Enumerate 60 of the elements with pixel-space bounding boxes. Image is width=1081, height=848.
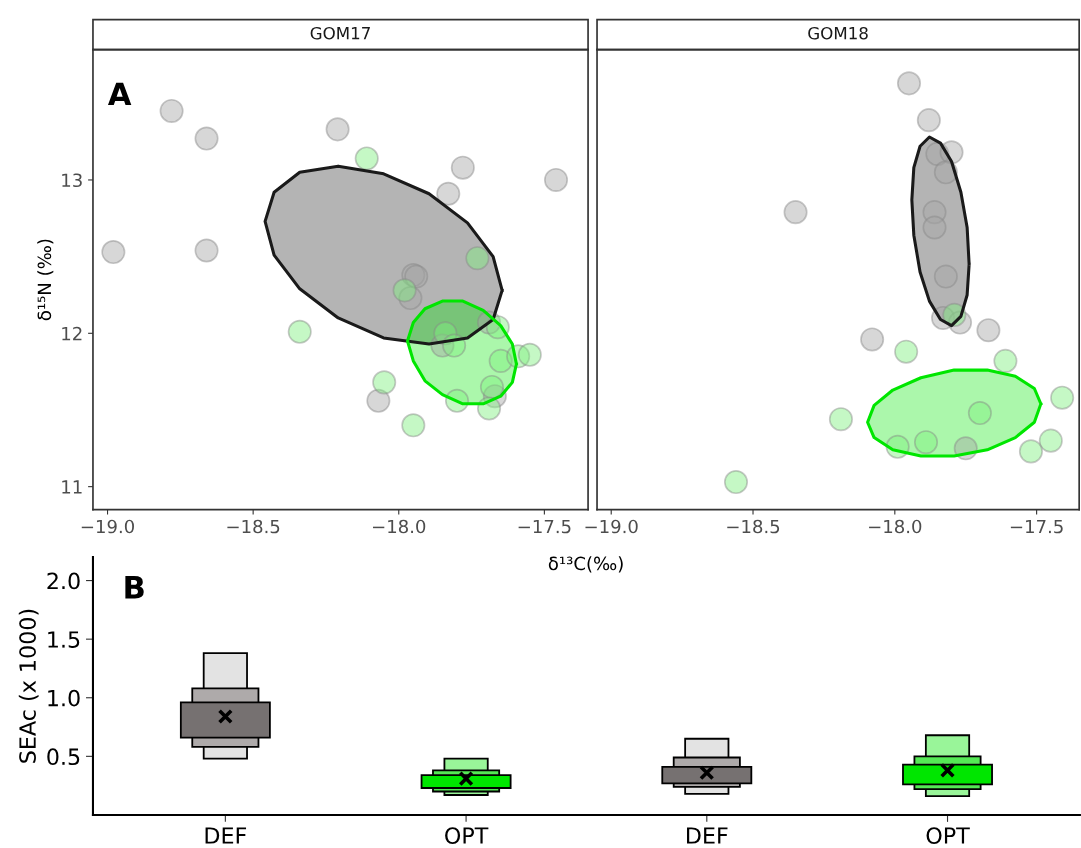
point (372, 370, 397, 395)
point (894, 339, 919, 364)
x-tick-label: −19.0 (81, 519, 134, 534)
y-axis-title: SEAc (x 1000) (18, 609, 39, 763)
point (828, 407, 853, 432)
point (287, 319, 312, 344)
point (479, 374, 504, 400)
chart-title: GOM18 (808, 26, 868, 40)
x-tick-label: DEF (687, 827, 728, 844)
x-tick-label: −18.0 (373, 519, 426, 534)
y-axis-title: δ¹⁵N (‰) (37, 239, 54, 321)
point (366, 388, 391, 413)
point (1038, 428, 1063, 453)
point (860, 327, 885, 352)
point (543, 167, 569, 192)
y-tick-label: 13 (62, 173, 82, 188)
point (723, 470, 749, 495)
x-tick-label: OPT (926, 827, 970, 844)
x-axis-title: δ¹³C(‰) (548, 556, 623, 573)
y-tick-label: 11 (62, 480, 82, 494)
point (392, 278, 417, 303)
point (783, 200, 808, 225)
annotation: B (125, 576, 144, 599)
x-tick-label: −18.0 (869, 519, 922, 534)
y-tick-label: 2.0 (47, 572, 80, 590)
point (194, 238, 219, 263)
point (933, 264, 958, 289)
y-tick-label: 1.0 (48, 689, 80, 707)
point (450, 155, 475, 180)
point (401, 413, 426, 438)
chart-title: GOM17 (310, 26, 370, 40)
x-tick-label: −18.5 (227, 519, 280, 534)
point (101, 239, 126, 265)
x-tick-label: −19.0 (585, 519, 638, 534)
point (993, 348, 1018, 373)
point (967, 401, 992, 426)
point (217, 708, 233, 725)
point (436, 181, 461, 206)
y-tick-label: 1.5 (48, 631, 80, 648)
point (517, 342, 542, 367)
point (194, 126, 219, 151)
x-tick-label: −17.5 (1010, 519, 1063, 534)
x-tick-label: OPT (445, 827, 489, 844)
point (354, 146, 379, 171)
point (1018, 439, 1043, 464)
point (896, 71, 922, 96)
point (976, 318, 1001, 343)
point (1050, 385, 1075, 410)
point (159, 98, 184, 123)
point (922, 215, 947, 240)
y-tick-label: 12 (62, 326, 82, 341)
x-tick-label: DEF (205, 827, 247, 844)
point (325, 117, 350, 142)
point (916, 108, 941, 133)
point (913, 430, 939, 455)
x-tick-label: −18.5 (727, 519, 780, 534)
annotation: A (107, 82, 132, 106)
y-tick-label: 0.5 (47, 748, 80, 766)
point (465, 246, 490, 271)
x-tick-label: −17.5 (518, 519, 571, 534)
